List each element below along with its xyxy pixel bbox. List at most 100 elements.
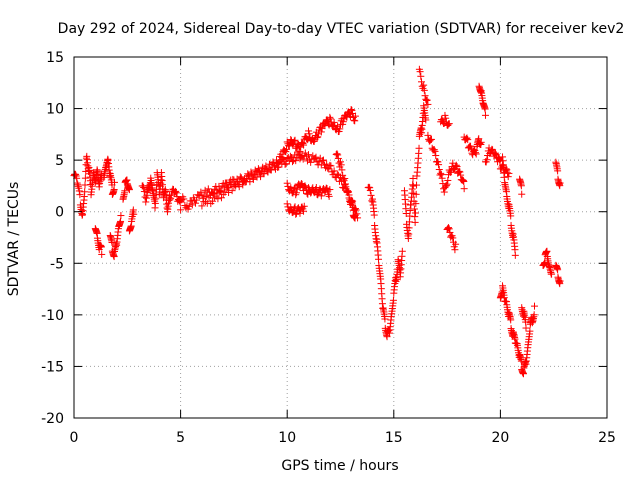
y-tick-labels: -20 -15 -10 -5 0 5 10 15	[41, 50, 64, 427]
data-point	[477, 138, 485, 146]
data-point	[287, 136, 295, 144]
data-point	[290, 184, 298, 192]
data-point	[312, 153, 320, 161]
data-point	[297, 180, 305, 188]
data-point	[284, 182, 292, 190]
data-point	[271, 161, 279, 169]
data-point	[317, 192, 325, 200]
data-point	[483, 156, 491, 164]
data-point	[125, 186, 133, 194]
data-point	[232, 182, 240, 190]
data-point	[198, 202, 206, 210]
data-point	[462, 135, 470, 143]
data-point	[422, 116, 430, 124]
data-point	[302, 134, 310, 142]
data-point	[167, 194, 175, 202]
data-point	[171, 188, 179, 196]
data-point	[411, 209, 419, 217]
data-point	[329, 121, 337, 129]
data-point	[348, 106, 356, 114]
data-point	[338, 166, 346, 174]
data-point	[450, 166, 458, 174]
data-point	[430, 146, 438, 154]
data-point	[193, 196, 201, 204]
data-point	[438, 174, 446, 182]
data-point	[319, 156, 327, 164]
data-point	[292, 210, 300, 218]
data-point	[451, 246, 459, 254]
data-point	[381, 315, 389, 323]
data-point	[337, 161, 345, 169]
data-point	[464, 136, 472, 144]
data-point	[398, 247, 406, 255]
data-point	[507, 316, 515, 324]
data-point	[291, 136, 299, 144]
data-point	[424, 100, 432, 108]
data-point	[442, 114, 450, 122]
data-point	[491, 149, 499, 157]
data-point	[172, 187, 180, 195]
y-tick-label: 0	[55, 205, 64, 221]
data-point	[188, 201, 196, 209]
data-point	[449, 159, 457, 167]
data-point	[214, 195, 222, 203]
data-point	[337, 158, 344, 166]
data-point	[367, 191, 375, 199]
data-point	[413, 181, 421, 189]
data-point	[443, 180, 451, 188]
data-point	[352, 206, 360, 214]
data-point	[75, 187, 83, 195]
x-tick-labels: 0 5 10 15 20 25	[70, 430, 616, 446]
data-point	[300, 207, 308, 215]
data-point	[351, 205, 359, 213]
data-point	[283, 200, 291, 208]
data-point	[449, 234, 457, 242]
data-point	[522, 318, 530, 326]
data-point	[445, 225, 453, 233]
data-point	[491, 150, 499, 158]
data-point	[431, 147, 439, 155]
data-point	[305, 130, 313, 138]
y-tick-label: 15	[46, 50, 64, 66]
data-point	[481, 111, 489, 119]
data-point	[415, 144, 423, 152]
data-point	[423, 96, 431, 104]
grid-lines	[74, 57, 607, 418]
data-point	[452, 161, 460, 169]
data-point	[518, 190, 526, 198]
data-point	[470, 146, 478, 154]
data-point	[460, 185, 468, 193]
data-point	[275, 159, 283, 167]
data-point	[233, 178, 241, 186]
y-axis-label: SDTVAR / TECUs	[6, 182, 22, 297]
data-point	[327, 162, 335, 170]
x-tick-label: 15	[385, 430, 403, 446]
data-point	[351, 112, 359, 120]
x-tick-label: 25	[598, 430, 616, 446]
data-point	[226, 181, 234, 189]
data-point	[421, 92, 429, 100]
data-point	[262, 165, 270, 173]
data-point	[244, 172, 252, 180]
data-point	[209, 197, 217, 205]
chart-title: Day 292 of 2024, Sidereal Day-to-day VTE…	[58, 21, 625, 37]
data-point	[351, 117, 359, 125]
data-point	[427, 135, 435, 143]
data-point	[217, 194, 225, 202]
data-point	[330, 118, 338, 126]
data-point	[282, 145, 290, 153]
data-point	[347, 105, 355, 113]
data-point	[111, 178, 119, 186]
data-point	[339, 175, 347, 183]
data-point	[530, 311, 538, 319]
data-point	[257, 173, 265, 181]
data-point	[166, 196, 174, 204]
data-point	[531, 302, 539, 310]
data-point	[228, 187, 236, 195]
data-point	[341, 180, 349, 188]
data-point	[452, 240, 460, 248]
data-point	[457, 171, 465, 179]
data-point	[283, 179, 291, 187]
data-point	[410, 205, 418, 213]
data-point	[172, 189, 180, 197]
